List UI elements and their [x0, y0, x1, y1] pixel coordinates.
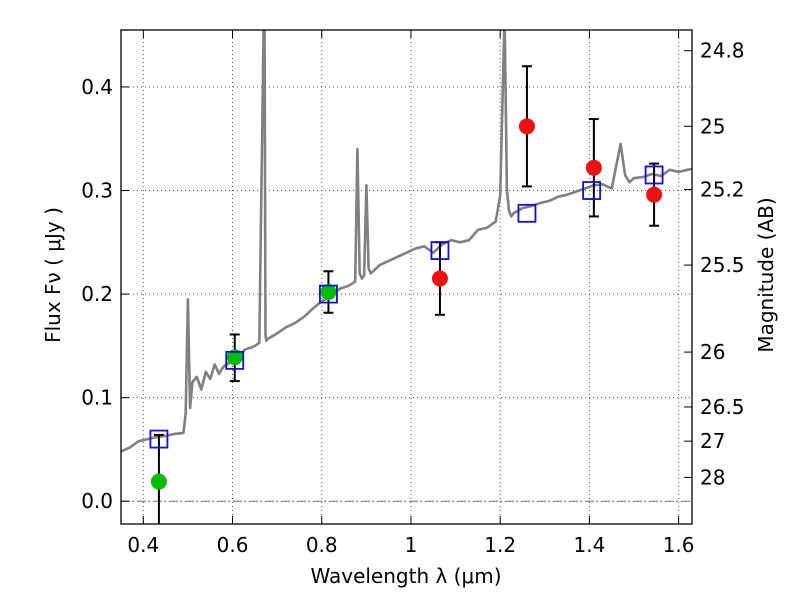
- right-tick-label: 25.2: [700, 177, 745, 201]
- model-box-marker: [149, 429, 169, 449]
- x-tick-label: 0.6: [217, 533, 249, 557]
- y-axis-label: Flux Fν ( μJy ): [41, 207, 65, 343]
- error-bars: [153, 65, 660, 524]
- y-tick-label: 0.1: [81, 386, 113, 410]
- x-tick-label: 1.6: [663, 533, 695, 557]
- model-box-marker: [517, 203, 537, 223]
- measurement-point: [431, 270, 448, 287]
- y-tick-label: 0.3: [81, 179, 113, 203]
- right-tick-label: 26.5: [700, 395, 745, 419]
- plot-frame: [120, 29, 693, 525]
- right-tick-label: 25.5: [700, 253, 745, 277]
- x-tick-label: 0.4: [127, 533, 159, 557]
- y-tick-labels: 0.0 0.1 0.2 0.3 0.4: [81, 75, 113, 513]
- model-box-marker: [582, 181, 602, 200]
- right-tick-label: 27: [700, 429, 725, 453]
- x-axis-label: Wavelength λ (μm): [310, 564, 501, 588]
- right-tick-labels: 24.8 25 25.2 25.5 26 26.5 27 28: [700, 39, 745, 490]
- x-tick-label: 0.8: [306, 533, 338, 557]
- measurement-point: [518, 118, 535, 135]
- right-axis-label: Magnitude (AB): [754, 197, 778, 352]
- right-tick-label: 25: [700, 114, 725, 138]
- right-tick-label: 24.8: [700, 39, 745, 63]
- model-box-marker: [319, 284, 338, 304]
- model-spectrum-line: [121, 30, 692, 453]
- data-points: [150, 118, 663, 490]
- model-boxes: [149, 165, 664, 449]
- axis-ticks: [121, 30, 692, 524]
- right-tick-label: 26: [700, 340, 725, 364]
- grid: [121, 30, 692, 524]
- x-tick-label: 1.2: [484, 533, 516, 557]
- model-box-marker: [225, 350, 245, 370]
- detection-point: [226, 349, 243, 366]
- y-tick-label: 0.0: [81, 489, 113, 513]
- model-spectrum: [121, 30, 692, 453]
- detection-point: [150, 473, 167, 490]
- model-box-marker: [644, 165, 664, 185]
- measurement-point: [646, 186, 663, 203]
- y-tick-label: 0.4: [81, 75, 113, 99]
- measurement-point: [585, 159, 602, 176]
- detection-point: [320, 284, 337, 301]
- right-tick-label: 28: [700, 465, 725, 489]
- x-tick-label: 1: [405, 533, 418, 557]
- x-tick-labels: 0.4 0.6 0.8 1 1.2 1.4 1.6: [127, 533, 694, 557]
- x-tick-label: 1.4: [573, 533, 605, 557]
- y-tick-label: 0.2: [81, 282, 113, 306]
- model-box-marker: [430, 241, 450, 260]
